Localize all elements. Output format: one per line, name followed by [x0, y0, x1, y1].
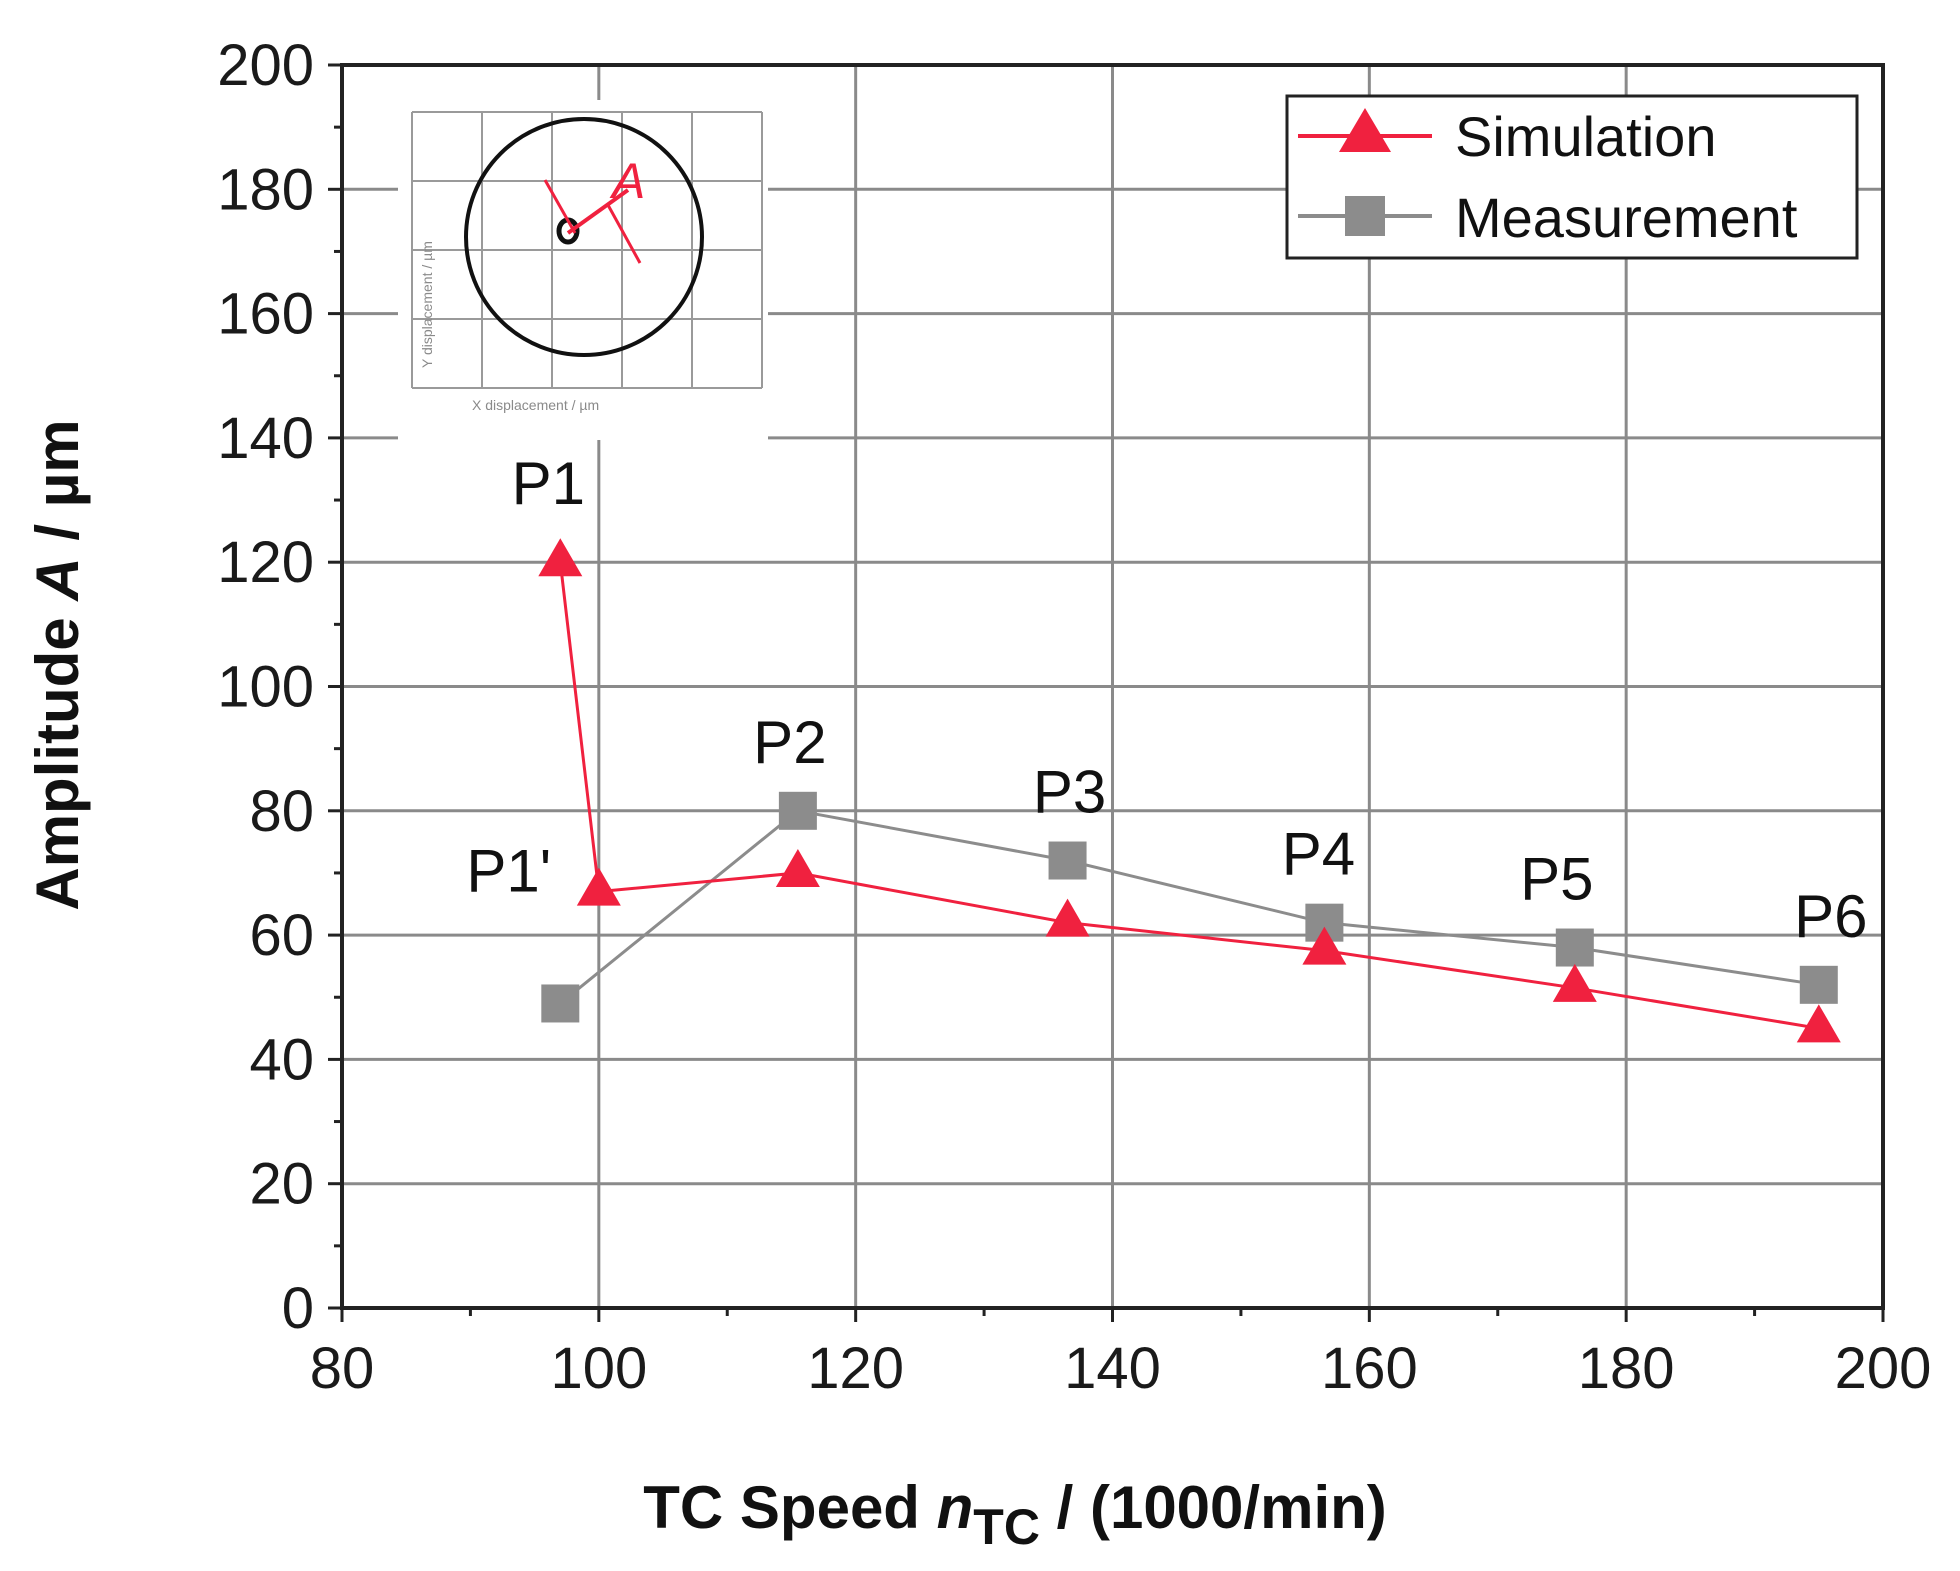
y-tick-label: 160	[217, 282, 314, 347]
x-tick-label: 120	[807, 1336, 904, 1401]
y-tick-label: 60	[249, 903, 314, 968]
y-tick-label: 20	[249, 1152, 314, 1217]
simulation-point	[775, 848, 820, 887]
y-tick-label: 180	[217, 157, 314, 222]
y-tick-label: 40	[249, 1027, 314, 1092]
y-tick-label: 200	[217, 33, 314, 98]
measurement-line	[559, 809, 1820, 1005]
simulation-point	[1302, 926, 1347, 965]
inset-dimension-line-right	[606, 204, 642, 264]
y-axis-title: Amplitude A / µm	[24, 419, 91, 910]
inset-dimension-line-left	[543, 179, 577, 234]
x-tick-label: 180	[1578, 1336, 1675, 1401]
y-tick-label: 0	[282, 1276, 314, 1341]
y-tick-label: 140	[217, 406, 314, 471]
y-axis-title-rest: / µm	[24, 419, 91, 557]
point-label: P4	[1282, 821, 1355, 888]
orbit-inset: A X displacement / µm Y displacement / µ…	[398, 100, 768, 440]
point-labels: P1 P1' P2 P3 P4 P5 P6	[466, 450, 1867, 950]
point-label: P3	[1033, 759, 1106, 826]
inset-amplitude-line	[566, 188, 630, 235]
x-axis-title-rest: / (1000/min)	[1040, 1474, 1387, 1541]
x-axis-title: TC Speed nTC / (1000/min)	[643, 1474, 1387, 1555]
legend-box	[1285, 94, 1859, 260]
simulation-point	[1045, 898, 1090, 937]
x-tick-label: 160	[1321, 1336, 1418, 1401]
y-tick-label: 120	[217, 530, 314, 595]
point-label: P6	[1794, 883, 1867, 950]
inset-x-label: X displacement / µm	[472, 397, 599, 413]
y-axis-title-var: A	[24, 557, 91, 602]
x-tick-label: 200	[1835, 1336, 1932, 1401]
point-label: P2	[753, 709, 826, 776]
x-tick-label: 80	[310, 1336, 375, 1401]
legend-measurement-marker	[1345, 196, 1385, 236]
inset-background	[398, 100, 768, 440]
y-tick-label: 80	[249, 779, 314, 844]
inset-amplitude-label: A	[609, 153, 645, 209]
inset-y-label: Y displacement / µm	[419, 241, 435, 368]
measurement-point	[1799, 965, 1838, 1004]
legend: Simulation Measurement	[1285, 94, 1859, 260]
measurement-point	[1555, 928, 1594, 967]
measurement-point	[1048, 841, 1087, 880]
y-tick-label: 100	[217, 655, 314, 720]
measurement-point	[541, 984, 580, 1023]
point-label: P1'	[466, 838, 551, 905]
grid	[342, 65, 1883, 1308]
simulation-point	[1552, 963, 1597, 1002]
legend-simulation-marker	[1339, 108, 1391, 152]
x-axis-title-var: n	[937, 1474, 974, 1541]
axis-ticks: 80 100 120 140 160 180 200 0 20 40 60 80 100 120 140 16…	[217, 33, 1931, 1401]
x-axis-title-main: TC Speed	[643, 1474, 936, 1541]
x-axis-title-sub: TC	[973, 1499, 1040, 1555]
measurement-point	[778, 791, 817, 830]
simulation-point	[576, 867, 621, 906]
simulation-point	[1796, 1004, 1841, 1043]
legend-measurement-label: Measurement	[1455, 186, 1798, 249]
inset-orbit-circle	[464, 117, 704, 357]
point-label: P5	[1520, 846, 1593, 913]
legend-simulation-label: Simulation	[1455, 105, 1716, 168]
inset-grid	[411, 111, 763, 389]
simulation-point	[538, 538, 583, 577]
x-tick-label: 100	[550, 1336, 647, 1401]
y-axis-title-main: Amplitude	[24, 601, 91, 911]
x-tick-label: 140	[1064, 1336, 1161, 1401]
point-label: P1	[512, 450, 585, 517]
series	[538, 538, 1841, 1043]
